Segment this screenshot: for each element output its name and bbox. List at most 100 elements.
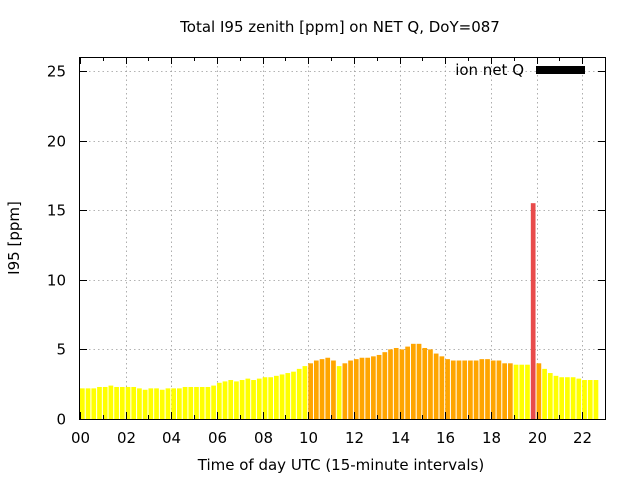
bar bbox=[479, 359, 485, 419]
bar bbox=[485, 359, 490, 419]
plot-frame bbox=[79, 57, 606, 420]
x-tick-label: 10 bbox=[299, 429, 318, 447]
bar bbox=[422, 347, 428, 419]
bar bbox=[456, 360, 462, 419]
bar bbox=[308, 363, 313, 419]
bar bbox=[91, 388, 97, 419]
bar bbox=[507, 363, 513, 419]
bar bbox=[291, 371, 296, 419]
bar bbox=[325, 357, 331, 419]
bar bbox=[462, 360, 468, 419]
bar bbox=[148, 388, 154, 419]
bar bbox=[234, 381, 239, 419]
tick-labels: 0 5 10 15 20 25 00 02 04 06 08 10 12 14 16 18 20 22 bbox=[47, 63, 592, 448]
y-tick-label: 20 bbox=[47, 133, 66, 151]
y-tick-label: 25 bbox=[47, 63, 66, 81]
x-tick-label: 04 bbox=[162, 429, 181, 447]
bar bbox=[468, 360, 473, 419]
bar bbox=[445, 359, 450, 419]
bar bbox=[353, 359, 359, 419]
bar bbox=[490, 360, 496, 419]
bar bbox=[262, 377, 268, 419]
bar bbox=[296, 368, 302, 419]
x-axis-label: Time of day UTC (15-minute intervals) bbox=[197, 456, 484, 474]
bar bbox=[336, 366, 342, 419]
x-tick-label: 12 bbox=[345, 429, 364, 447]
bar bbox=[302, 366, 308, 419]
bar bbox=[285, 373, 291, 419]
bar bbox=[342, 363, 348, 419]
x-tick-label: 16 bbox=[436, 429, 455, 447]
bar bbox=[97, 386, 102, 419]
bar bbox=[530, 203, 536, 419]
bar bbox=[519, 364, 525, 419]
chart-title: Total I95 zenith [ppm] on NET Q, DoY=087 bbox=[179, 18, 500, 36]
bar bbox=[513, 364, 519, 419]
bar bbox=[131, 386, 137, 419]
bar bbox=[199, 386, 205, 419]
bar bbox=[268, 377, 274, 419]
bar bbox=[125, 386, 131, 419]
bar bbox=[416, 343, 422, 419]
bar bbox=[171, 388, 177, 419]
bar bbox=[433, 353, 439, 419]
bars bbox=[80, 203, 599, 419]
bar bbox=[393, 347, 399, 419]
bar bbox=[376, 354, 382, 419]
bar bbox=[114, 386, 119, 419]
bar bbox=[348, 360, 353, 419]
bar bbox=[119, 386, 125, 419]
bar bbox=[582, 380, 587, 419]
x-tick-label: 14 bbox=[391, 429, 410, 447]
x-tick-label: 20 bbox=[528, 429, 547, 447]
bar bbox=[388, 349, 393, 419]
bar bbox=[159, 389, 165, 419]
axis-ticks bbox=[80, 57, 605, 420]
bar bbox=[473, 360, 479, 419]
x-tick-label: 08 bbox=[254, 429, 273, 447]
bar bbox=[593, 380, 599, 419]
bar bbox=[331, 360, 336, 419]
grid-lines bbox=[80, 57, 605, 419]
y-tick-label: 10 bbox=[47, 272, 66, 290]
bar bbox=[222, 381, 228, 419]
bar bbox=[428, 349, 433, 419]
bar bbox=[553, 375, 559, 419]
bar bbox=[410, 343, 416, 419]
bar bbox=[80, 388, 85, 419]
bar bbox=[274, 375, 279, 419]
bar bbox=[251, 380, 256, 419]
bar bbox=[587, 380, 593, 419]
bar bbox=[211, 385, 216, 419]
bar bbox=[565, 377, 570, 419]
bar bbox=[399, 349, 405, 419]
bar bbox=[547, 373, 553, 419]
bar bbox=[256, 378, 262, 419]
bar bbox=[502, 363, 507, 419]
bar bbox=[450, 360, 456, 419]
bar bbox=[542, 368, 547, 419]
bar bbox=[142, 389, 148, 419]
bar bbox=[365, 357, 371, 419]
bar bbox=[525, 364, 530, 419]
bar bbox=[245, 378, 251, 419]
y-tick-label: 15 bbox=[47, 202, 66, 220]
x-tick-label: 06 bbox=[208, 429, 227, 447]
bar bbox=[576, 378, 582, 419]
bar bbox=[194, 386, 199, 419]
bar bbox=[137, 388, 142, 419]
y-axis-label: I95 [ppm] bbox=[5, 201, 23, 275]
bar bbox=[570, 377, 576, 419]
bar bbox=[439, 356, 445, 419]
bar bbox=[359, 357, 365, 419]
bar bbox=[165, 388, 171, 419]
bar bbox=[496, 360, 502, 419]
legend-label: ion net Q bbox=[455, 61, 524, 79]
x-tick-label: 22 bbox=[573, 429, 592, 447]
bar bbox=[239, 380, 245, 419]
x-tick-label: 02 bbox=[117, 429, 136, 447]
bar bbox=[108, 385, 114, 419]
bar bbox=[182, 386, 188, 419]
bar bbox=[319, 359, 325, 419]
